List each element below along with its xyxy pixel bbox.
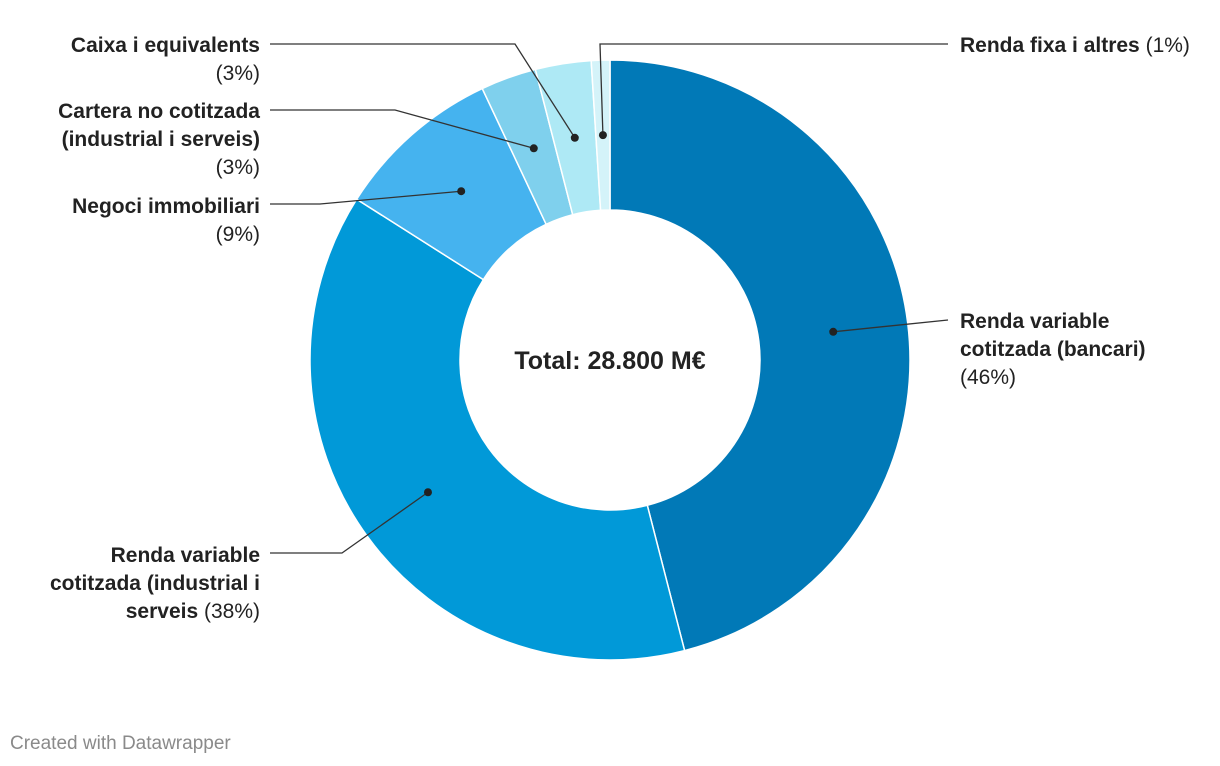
leader-dot-1 — [423, 488, 432, 497]
center-total-label: Total: 28.800 M€ — [514, 347, 705, 375]
leader-dot-0 — [829, 327, 838, 336]
slice-label-5: Renda fixa i altres (1%) — [960, 34, 1190, 57]
leader-line-3 — [270, 109, 534, 149]
leader-dot-5 — [598, 131, 607, 140]
leader-line-1 — [270, 491, 429, 554]
slice-label-0: Renda variable cotitzada (bancari) (46%) — [960, 310, 1146, 389]
slice-labels-group: Renda variable cotitzada (bancari) (46%) Re… — [50, 34, 1190, 623]
leader-dot-2 — [457, 187, 466, 196]
slice-label-3: Cartera no cotitzada (industrial i servei… — [58, 100, 260, 179]
slice-label-1: Renda variable cotitzada (industrial i ser… — [50, 544, 260, 623]
leader-dot-3 — [529, 144, 538, 153]
leader-line-0 — [833, 319, 949, 333]
leader-dot-4 — [570, 133, 579, 142]
footer-credit[interactable]: Created with Datawrapper — [10, 733, 231, 754]
slice-label-4: Caixa i equivalents (3%) — [71, 34, 260, 85]
leader-line-2 — [270, 190, 462, 205]
leader-line-4 — [270, 43, 576, 139]
leader-lines-group — [270, 43, 949, 554]
slice-0[interactable] — [609, 59, 911, 652]
leader-line-5 — [599, 43, 948, 136]
slice-label-2: Negoci immobiliari (9%) — [72, 195, 260, 246]
slice-1[interactable] — [309, 198, 686, 661]
